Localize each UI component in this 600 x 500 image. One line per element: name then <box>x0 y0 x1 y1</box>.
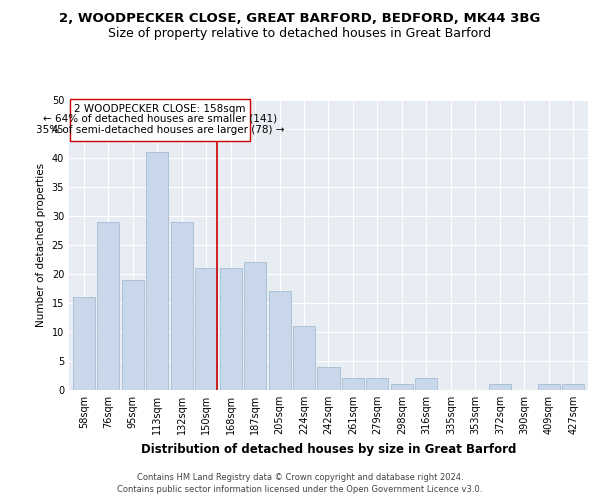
Bar <box>415 378 437 390</box>
Text: 2, WOODPECKER CLOSE, GREAT BARFORD, BEDFORD, MK44 3BG: 2, WOODPECKER CLOSE, GREAT BARFORD, BEDF… <box>59 12 541 26</box>
FancyBboxPatch shape <box>70 99 250 140</box>
Bar <box>293 326 315 390</box>
Text: Contains public sector information licensed under the Open Government Licence v3: Contains public sector information licen… <box>118 485 482 494</box>
Bar <box>122 280 143 390</box>
Bar <box>489 384 511 390</box>
Bar <box>220 268 242 390</box>
Bar <box>342 378 364 390</box>
Y-axis label: Number of detached properties: Number of detached properties <box>36 163 46 327</box>
Bar <box>244 262 266 390</box>
Text: Size of property relative to detached houses in Great Barford: Size of property relative to detached ho… <box>109 28 491 40</box>
Bar <box>391 384 413 390</box>
Bar <box>170 222 193 390</box>
Bar <box>562 384 584 390</box>
Bar <box>538 384 560 390</box>
Bar <box>269 292 290 390</box>
Bar <box>195 268 217 390</box>
Text: ← 64% of detached houses are smaller (141): ← 64% of detached houses are smaller (14… <box>43 114 277 124</box>
Bar <box>367 378 388 390</box>
Bar <box>146 152 168 390</box>
Text: 35% of semi-detached houses are larger (78) →: 35% of semi-detached houses are larger (… <box>36 125 284 135</box>
Bar <box>73 297 95 390</box>
Text: Distribution of detached houses by size in Great Barford: Distribution of detached houses by size … <box>141 442 517 456</box>
Text: Contains HM Land Registry data © Crown copyright and database right 2024.: Contains HM Land Registry data © Crown c… <box>137 472 463 482</box>
Bar <box>317 367 340 390</box>
Bar <box>97 222 119 390</box>
Text: 2 WOODPECKER CLOSE: 158sqm: 2 WOODPECKER CLOSE: 158sqm <box>74 104 246 114</box>
